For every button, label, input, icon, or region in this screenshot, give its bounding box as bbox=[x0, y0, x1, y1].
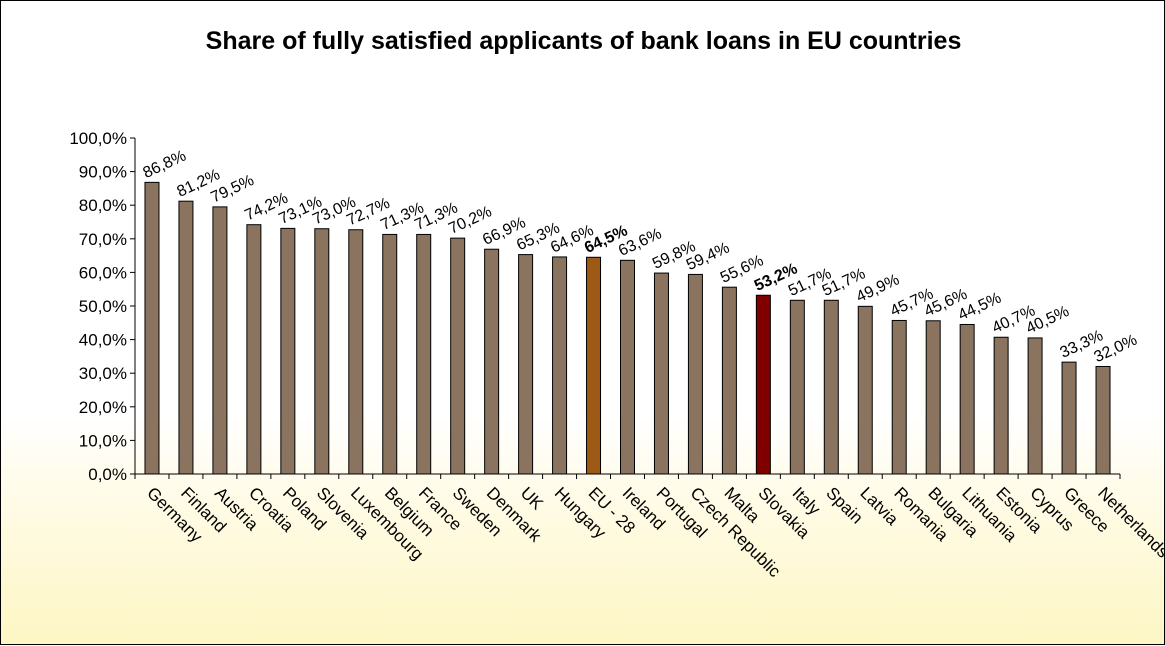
bar bbox=[280, 227, 296, 475]
y-tick-label: 0,0% bbox=[88, 465, 127, 484]
bar bbox=[416, 233, 432, 475]
bar bbox=[891, 319, 907, 475]
bar bbox=[823, 299, 839, 475]
y-tick-label: 10,0% bbox=[79, 431, 127, 450]
bar bbox=[1095, 365, 1111, 475]
bar bbox=[144, 181, 160, 475]
bar bbox=[246, 224, 262, 475]
y-tick-label: 100,0% bbox=[69, 129, 127, 148]
bar bbox=[212, 206, 228, 475]
y-tick-label: 50,0% bbox=[79, 297, 127, 316]
bar bbox=[959, 323, 975, 475]
y-tick-label: 20,0% bbox=[79, 398, 127, 417]
data-label: 86,8% bbox=[140, 147, 188, 182]
y-tick-label: 80,0% bbox=[79, 196, 127, 215]
bar bbox=[857, 305, 873, 475]
y-tick-label: 60,0% bbox=[79, 263, 127, 282]
bar bbox=[484, 248, 500, 475]
chart-title: Share of fully satisfied applicants of b… bbox=[205, 27, 962, 55]
bar bbox=[552, 256, 568, 475]
bar bbox=[450, 237, 466, 475]
bar bbox=[721, 286, 737, 475]
bar bbox=[382, 233, 398, 475]
bar bbox=[653, 272, 669, 475]
bar bbox=[993, 336, 1009, 475]
bar bbox=[518, 254, 534, 475]
bar bbox=[789, 299, 805, 475]
bar bbox=[586, 256, 602, 475]
category-label: Spain bbox=[822, 483, 866, 527]
y-tick-label: 90,0% bbox=[79, 163, 127, 182]
bar bbox=[687, 273, 703, 475]
bar bbox=[178, 200, 194, 475]
bar bbox=[1061, 361, 1077, 475]
category-label: Latvia bbox=[856, 483, 902, 529]
y-tick-label: 30,0% bbox=[79, 364, 127, 383]
bar bbox=[314, 228, 330, 475]
bar bbox=[348, 229, 364, 475]
bar bbox=[620, 259, 635, 475]
y-tick-label: 70,0% bbox=[79, 230, 127, 249]
bar bbox=[1027, 337, 1043, 475]
bar bbox=[925, 320, 941, 475]
bar bbox=[755, 294, 771, 475]
y-tick-label: 40,0% bbox=[79, 331, 127, 350]
